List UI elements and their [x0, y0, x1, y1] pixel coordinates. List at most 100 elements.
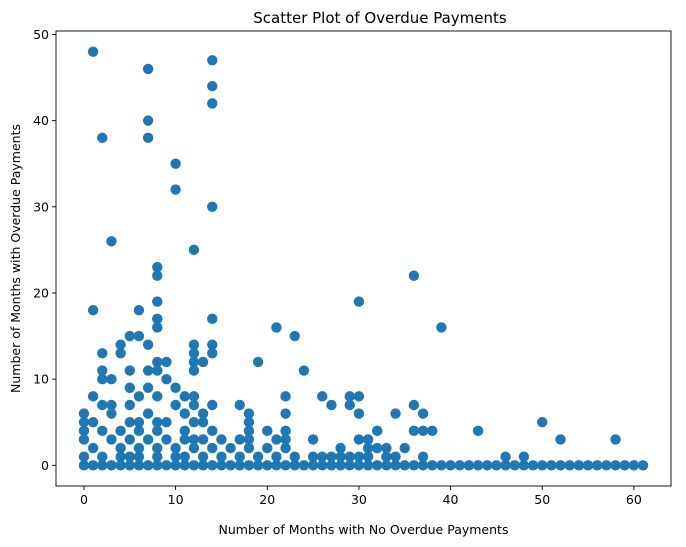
data-point — [445, 460, 456, 471]
data-point — [225, 442, 236, 454]
data-point — [197, 408, 209, 419]
plot-border — [55, 30, 672, 487]
data-point — [197, 356, 209, 368]
data-point — [317, 451, 328, 462]
data-point — [317, 460, 328, 471]
data-point — [408, 425, 420, 437]
data-point — [124, 382, 135, 393]
data-point — [115, 442, 126, 454]
data-point — [243, 442, 255, 454]
data-point — [133, 460, 145, 471]
data-point — [234, 399, 245, 411]
y-tick-label: 20 — [33, 285, 49, 300]
data-point — [133, 442, 145, 454]
data-point — [87, 417, 99, 428]
data-point — [280, 391, 291, 402]
data-point — [537, 460, 548, 471]
data-point — [78, 408, 90, 419]
y-tick-label: 0 — [41, 458, 49, 473]
data-point — [307, 434, 319, 445]
data-point — [188, 348, 200, 359]
chart-title: Scatter Plot of Overdue Payments — [253, 9, 507, 27]
data-point — [207, 98, 218, 109]
data-point — [243, 460, 255, 471]
data-point — [234, 460, 245, 471]
data-point — [344, 391, 355, 402]
data-point — [97, 460, 108, 471]
data-point — [152, 417, 163, 428]
x-tick-label: 10 — [168, 492, 184, 507]
data-point — [124, 434, 135, 445]
data-point — [152, 391, 163, 402]
data-point — [87, 305, 99, 316]
data-point — [152, 442, 163, 454]
y-tick-label: 30 — [33, 199, 49, 214]
data-point — [518, 451, 530, 462]
data-point — [509, 460, 520, 471]
data-point — [362, 460, 374, 471]
data-point — [225, 460, 236, 471]
data-point — [399, 442, 410, 454]
data-point — [106, 399, 117, 411]
data-point — [628, 460, 640, 471]
data-point — [417, 451, 429, 462]
data-point — [133, 417, 145, 428]
data-point — [390, 451, 401, 462]
x-tick-label: 60 — [626, 492, 642, 507]
data-point — [463, 460, 475, 471]
data-point — [179, 391, 190, 402]
data-point — [234, 434, 245, 445]
data-point — [188, 434, 200, 445]
data-point — [97, 451, 108, 462]
data-point — [353, 296, 365, 307]
data-point — [353, 434, 365, 445]
data-point — [353, 408, 365, 419]
data-point — [573, 460, 585, 471]
data-point — [207, 339, 218, 350]
x-tick-label: 40 — [443, 492, 459, 507]
data-point — [546, 460, 557, 471]
data-point — [161, 460, 172, 471]
data-point — [170, 442, 181, 454]
data-point — [207, 425, 218, 437]
data-point — [500, 451, 511, 462]
data-point — [271, 434, 282, 445]
data-point — [344, 460, 355, 471]
data-point — [353, 460, 365, 471]
data-point — [124, 417, 135, 428]
data-point — [408, 399, 420, 411]
data-point — [142, 408, 154, 419]
data-point — [152, 460, 163, 471]
data-point — [170, 460, 181, 471]
data-point — [179, 460, 190, 471]
data-point — [271, 451, 282, 462]
data-point — [152, 356, 163, 368]
y-tick-label: 40 — [33, 113, 49, 128]
data-point — [372, 425, 383, 437]
data-point — [115, 339, 126, 350]
data-point — [170, 158, 181, 169]
data-point — [188, 460, 200, 471]
data-point — [152, 296, 163, 307]
data-point — [142, 382, 154, 393]
y-axis: 0 10 20 30 40 50 — [33, 27, 56, 473]
data-point — [408, 270, 420, 281]
data-point — [170, 184, 181, 195]
data-point — [142, 434, 154, 445]
data-point — [252, 356, 264, 368]
data-point — [97, 365, 108, 376]
y-tick-label: 50 — [33, 27, 49, 42]
x-axis: 0 10 20 30 40 50 60 — [80, 486, 642, 507]
data-point — [97, 132, 108, 144]
data-point — [372, 460, 383, 471]
data-point — [335, 451, 346, 462]
data-point — [142, 339, 154, 350]
data-point — [390, 408, 401, 419]
data-point — [124, 451, 135, 462]
data-point — [197, 460, 209, 471]
data-point — [243, 417, 255, 428]
data-point — [142, 460, 154, 471]
data-point — [188, 339, 200, 350]
data-point — [436, 322, 447, 333]
data-point — [280, 408, 291, 419]
